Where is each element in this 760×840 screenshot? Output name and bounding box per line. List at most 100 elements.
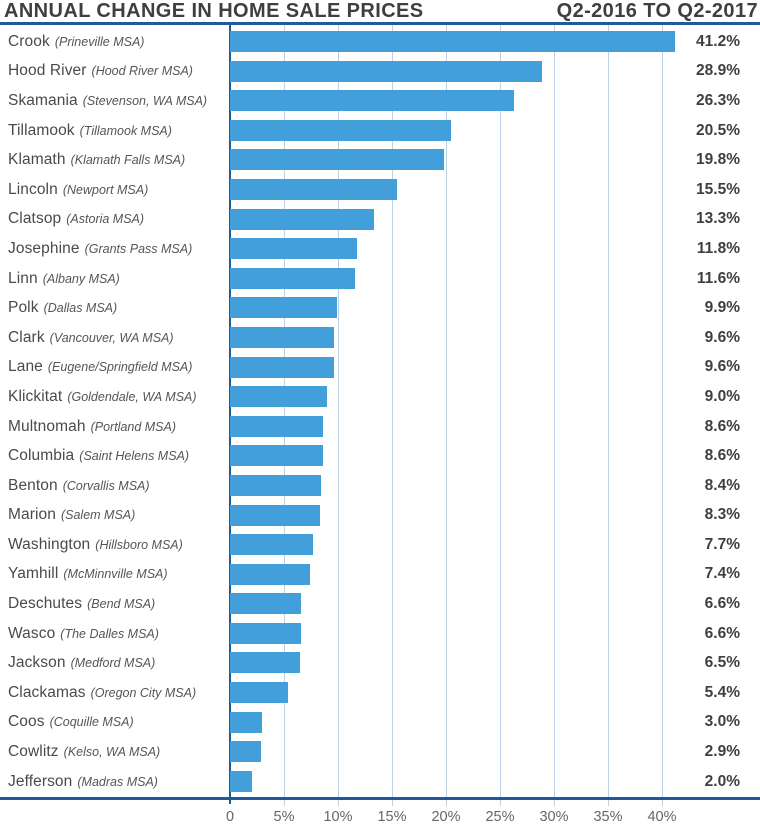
row-label: Wasco (The Dalles MSA) — [8, 619, 159, 649]
msa-name: (The Dalles MSA) — [60, 626, 159, 641]
top-divider-line — [0, 22, 760, 25]
bar — [230, 238, 358, 260]
county-name: Columbia — [8, 447, 75, 465]
value-label: 20.5% — [696, 121, 740, 139]
county-name: Clackamas — [8, 683, 86, 701]
county-name: Crook — [8, 32, 50, 50]
bar — [230, 386, 328, 408]
county-name: Linn — [8, 269, 38, 287]
axis-tick-label: 5% — [273, 809, 295, 825]
county-name: Josephine — [8, 239, 80, 257]
axis-tick-mark — [284, 800, 285, 806]
row-label: Clackamas (Oregon City MSA) — [8, 678, 196, 708]
msa-name: (Coquille MSA) — [49, 715, 134, 730]
axis-tick-label: 40% — [647, 809, 677, 825]
chart-row: Deschutes (Bend MSA) 6.6% — [0, 589, 760, 619]
gridline — [662, 25, 663, 797]
chart-title: ANNUAL CHANGE IN HOME SALE PRICES — [4, 0, 424, 22]
value-label: 8.6% — [704, 447, 740, 465]
value-label: 5.4% — [704, 683, 740, 701]
bar-chart: Crook (Prineville MSA) 41.2% Hood River (Hoo… — [0, 25, 760, 840]
county-name: Wasco — [8, 624, 56, 642]
county-name: Klamath — [8, 151, 66, 169]
axis-tick-mark — [554, 800, 555, 806]
chart-row: Josephine (Grants Pass MSA) 11.8% — [0, 234, 760, 264]
row-label: Jefferson (Madras MSA) — [8, 767, 158, 797]
axis-tick-label: 20% — [431, 809, 461, 825]
msa-name: (Medford MSA) — [70, 656, 156, 671]
msa-name: (Tillamook MSA) — [79, 123, 172, 138]
axis-tick-label: 25% — [485, 809, 515, 825]
row-label: Deschutes (Bend MSA) — [8, 589, 155, 619]
value-label: 19.8% — [696, 151, 740, 169]
gridline — [500, 25, 501, 797]
msa-name: (Saint Helens MSA) — [79, 449, 190, 464]
value-label: 11.6% — [696, 269, 740, 287]
value-label: 3.0% — [704, 713, 740, 731]
county-name: Washington — [8, 535, 91, 553]
county-name: Marion — [8, 506, 56, 524]
county-name: Lincoln — [8, 180, 58, 198]
county-name: Polk — [8, 299, 39, 317]
bar — [230, 90, 515, 112]
row-label: Clark (Vancouver, WA MSA) — [8, 323, 174, 353]
value-label: 13.3% — [696, 210, 740, 228]
gridline — [446, 25, 447, 797]
msa-name: (Newport MSA) — [62, 182, 149, 197]
msa-name: (Portland MSA) — [90, 419, 177, 434]
bar — [230, 652, 301, 674]
county-name: Lane — [8, 358, 43, 376]
bar — [230, 267, 356, 289]
row-label: Coos (Coquille MSA) — [8, 708, 134, 738]
chart-row: Tillamook (Tillamook MSA) 20.5% — [0, 116, 760, 146]
axis-tick-label: 10% — [323, 809, 353, 825]
row-label: Polk (Dallas MSA) — [8, 293, 117, 323]
bar — [230, 622, 302, 644]
chart-row: Lincoln (Newport MSA) 15.5% — [0, 175, 760, 205]
bar — [230, 31, 675, 52]
row-label: Klamath (Klamath Falls MSA) — [8, 145, 185, 175]
chart-row: Cowlitz (Kelso, WA MSA) 2.9% — [0, 737, 760, 767]
chart-row: Clackamas (Oregon City MSA) 5.4% — [0, 678, 760, 708]
chart-row: Wasco (The Dalles MSA) 6.6% — [0, 619, 760, 649]
x-axis-line — [0, 797, 760, 800]
chart-row: Lane (Eugene/Springfield MSA) 9.6% — [0, 353, 760, 383]
bar — [230, 770, 252, 792]
row-label: Columbia (Saint Helens MSA) — [8, 441, 189, 471]
county-name: Klickitat — [8, 387, 63, 405]
chart-row: Clark (Vancouver, WA MSA) 9.6% — [0, 323, 760, 353]
value-label: 7.7% — [704, 535, 740, 553]
value-label: 6.6% — [704, 595, 740, 613]
row-label: Lane (Eugene/Springfield MSA) — [8, 353, 192, 383]
axis-tick-mark — [662, 800, 663, 806]
axis-tick-label: 15% — [377, 809, 407, 825]
chart-row: Skamania (Stevenson, WA MSA) 26.3% — [0, 86, 760, 116]
row-label: Klickitat (Goldendale, WA MSA) — [8, 382, 197, 412]
gridline — [392, 25, 393, 797]
row-label: Cowlitz (Kelso, WA MSA) — [8, 737, 160, 767]
row-label: Benton (Corvallis MSA) — [8, 471, 150, 501]
row-label: Crook (Prineville MSA) — [8, 27, 144, 57]
msa-name: (Hood River MSA) — [91, 64, 193, 79]
county-name: Tillamook — [8, 121, 75, 139]
gridline — [284, 25, 285, 797]
county-name: Benton — [8, 476, 58, 494]
chart-row: Coos (Coquille MSA) 3.0% — [0, 708, 760, 738]
row-label: Multnomah (Portland MSA) — [8, 412, 176, 442]
row-label: Tillamook (Tillamook MSA) — [8, 116, 172, 146]
county-name: Multnomah — [8, 417, 86, 435]
bar — [230, 149, 444, 171]
value-label: 2.9% — [704, 743, 740, 761]
axis-tick-mark — [500, 800, 501, 806]
county-name: Hood River — [8, 62, 87, 80]
axis-tick-label: 30% — [539, 809, 569, 825]
bar — [230, 534, 314, 556]
value-label: 6.6% — [704, 624, 740, 642]
msa-name: (Goldendale, WA MSA) — [67, 389, 197, 404]
msa-name: (Klamath Falls MSA) — [70, 153, 186, 168]
row-label: Washington (Hillsboro MSA) — [8, 530, 183, 560]
bar — [230, 208, 374, 230]
bar — [230, 60, 543, 82]
chart-row: Multnomah (Portland MSA) 8.6% — [0, 412, 760, 442]
